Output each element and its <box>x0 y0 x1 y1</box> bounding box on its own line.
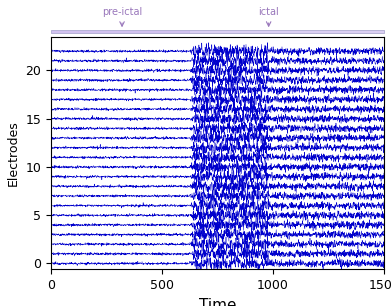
Bar <box>51 30 189 33</box>
X-axis label: Time: Time <box>199 297 236 306</box>
Bar <box>51 30 384 33</box>
Y-axis label: Electrodes: Electrodes <box>7 120 20 186</box>
Text: ictal: ictal <box>258 7 279 26</box>
Text: pre-ictal: pre-ictal <box>102 7 142 26</box>
Bar <box>189 30 384 33</box>
